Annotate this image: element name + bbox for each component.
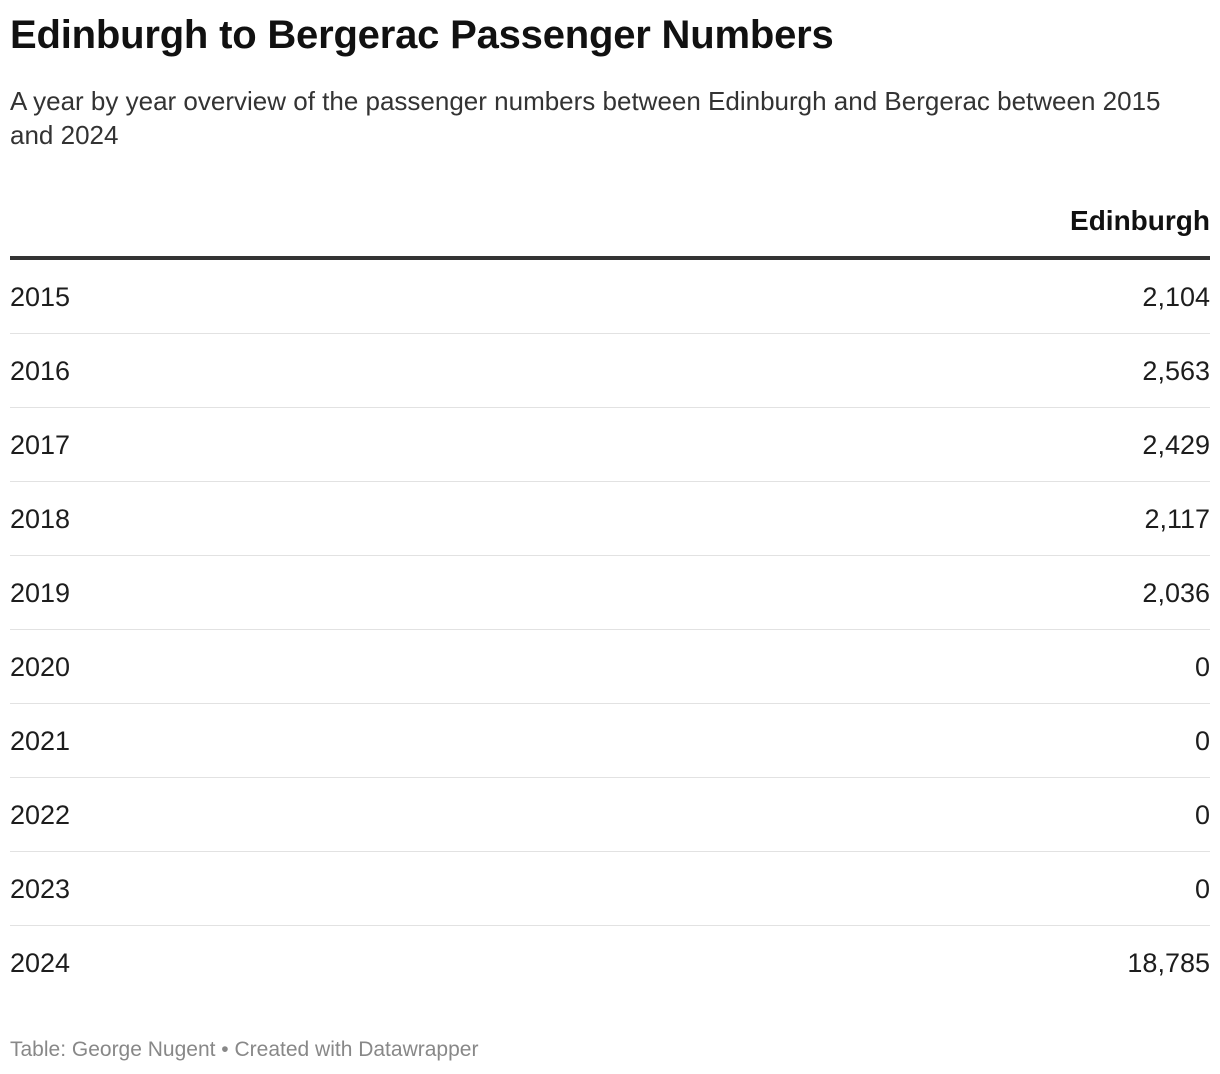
year-cell: 2023 bbox=[10, 874, 71, 904]
column-header-edinburgh: Edinburgh bbox=[1070, 205, 1210, 236]
value-cell: 0 bbox=[1194, 652, 1210, 682]
table-row: 2022 0 bbox=[10, 778, 1210, 852]
value-cell: 2,563 bbox=[1142, 356, 1210, 386]
value-cell: 2,117 bbox=[1144, 504, 1210, 534]
year-cell: 2024 bbox=[10, 948, 71, 978]
table-row: 2021 0 bbox=[10, 704, 1210, 778]
chart-container: Edinburgh to Bergerac Passenger Numbers … bbox=[10, 0, 1210, 978]
year-cell: 2015 bbox=[10, 282, 71, 312]
value-cell: 18,785 bbox=[1127, 948, 1210, 978]
year-cell: 2020 bbox=[10, 652, 71, 682]
value-cell: 2,429 bbox=[1142, 430, 1210, 460]
table-body: 2015 2,104 2016 2,563 2017 2,429 2018 2,117 2019… bbox=[10, 260, 1210, 999]
table-row: 2018 2,117 bbox=[10, 482, 1210, 556]
table-row: 2023 0 bbox=[10, 852, 1210, 926]
table-header: Edinburgh bbox=[10, 196, 1210, 260]
value-cell: 0 bbox=[1194, 874, 1210, 904]
year-cell: 2022 bbox=[10, 800, 71, 830]
year-cell: 2016 bbox=[10, 356, 71, 386]
chart-subtitle: A year by year overview of the passenger… bbox=[10, 86, 1161, 150]
value-cell: 2,036 bbox=[1142, 578, 1210, 608]
table-row: 2020 0 bbox=[10, 630, 1210, 704]
year-cell: 2018 bbox=[10, 504, 71, 534]
year-cell: 2019 bbox=[10, 578, 71, 608]
value-cell: 0 bbox=[1194, 726, 1210, 756]
value-cell: 0 bbox=[1194, 800, 1210, 830]
year-cell: 2017 bbox=[10, 430, 71, 460]
source-footer: Table: George Nugent • Created with Data… bbox=[10, 1038, 479, 1061]
chart-title: Edinburgh to Bergerac Passenger Numbers bbox=[10, 13, 834, 57]
table-row: 2015 2,104 bbox=[10, 260, 1210, 334]
value-cell: 2,104 bbox=[1142, 282, 1210, 312]
table-row: 2019 2,036 bbox=[10, 556, 1210, 630]
table-row: 2017 2,429 bbox=[10, 408, 1210, 482]
table-row: 2024 18,785 bbox=[10, 926, 1210, 999]
year-cell: 2021 bbox=[10, 726, 71, 756]
data-table: Edinburgh 2015 2,104 2016 2,563 2017 2,429 201… bbox=[10, 196, 1210, 999]
table-row: 2016 2,563 bbox=[10, 334, 1210, 408]
